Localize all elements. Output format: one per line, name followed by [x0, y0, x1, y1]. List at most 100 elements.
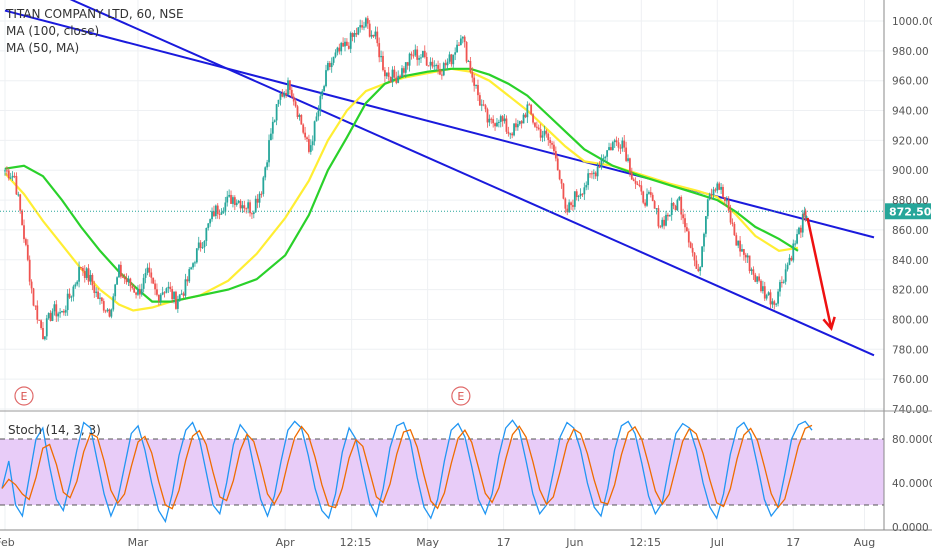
candle-body: [568, 202, 571, 213]
candle-body: [450, 54, 453, 65]
candle-body: [425, 56, 428, 66]
candle-body: [357, 27, 360, 35]
candle-body: [311, 141, 314, 146]
candle-body: [51, 311, 54, 321]
candle-body: [336, 47, 339, 53]
candle-body: [480, 104, 483, 106]
candle-body: [406, 62, 409, 66]
candle-body: [275, 104, 278, 121]
candle-body: [108, 309, 111, 317]
candle-body: [285, 92, 288, 95]
candle-body: [137, 288, 139, 295]
candle-body: [579, 193, 582, 197]
candle-body: [81, 267, 84, 271]
channel-line: [4, 9, 875, 239]
forecast-arrow-head: [822, 316, 836, 331]
candle-body: [602, 158, 605, 160]
candle-body: [802, 214, 805, 216]
candle-body: [142, 277, 145, 289]
candle-body: [85, 268, 88, 278]
candle-body: [583, 187, 586, 195]
candle-body: [617, 142, 620, 148]
candle-body: [9, 177, 12, 179]
candle-body: [463, 36, 466, 43]
candle-body: [798, 227, 800, 235]
candle-body: [304, 132, 307, 138]
candle-body: [156, 289, 158, 295]
candle-body: [332, 56, 335, 63]
candle-body: [642, 191, 645, 203]
candle-body: [121, 276, 124, 278]
candle-body: [97, 291, 99, 299]
candle-body: [742, 249, 745, 255]
legend: TITAN COMPANY LTD, 60, NSE MA (100, clos…: [6, 6, 184, 57]
candle-body: [93, 285, 96, 293]
earnings-marker: [14, 386, 34, 406]
candle-body: [727, 200, 730, 211]
candle-body: [801, 214, 804, 233]
stoch-tick-label: 40.0000: [892, 478, 932, 490]
candle-body: [328, 62, 331, 68]
candle-body: [258, 193, 261, 203]
candle-body: [473, 77, 476, 86]
candle-body: [621, 140, 624, 149]
candle-body: [66, 293, 69, 311]
candle-body: [539, 129, 542, 138]
candle-body: [549, 139, 552, 143]
candle-body: [197, 242, 200, 249]
candle-body: [308, 139, 310, 152]
candle-body: [351, 33, 354, 37]
candle-body: [387, 72, 390, 77]
candle-body: [566, 208, 569, 213]
candle-body: [391, 69, 394, 83]
candle-body: [361, 25, 363, 28]
candle-body: [383, 70, 386, 77]
candle-body: [693, 252, 696, 261]
candle-body: [70, 296, 73, 298]
candle-body: [323, 86, 326, 92]
candle-body: [796, 234, 798, 244]
price-tick-label: 980.00: [892, 46, 929, 58]
price-tick-label: 840.00: [892, 255, 929, 267]
candle-body: [773, 301, 776, 305]
candle-body: [251, 213, 253, 215]
price-tick-label: 820.00: [892, 285, 929, 297]
candle-body: [678, 196, 681, 200]
time-tick-label: Feb: [0, 536, 15, 549]
candle-body: [116, 277, 118, 285]
candle-body: [433, 65, 436, 67]
candle-body: [247, 202, 250, 209]
stoch-d-line: [1, 424, 813, 510]
candle-body: [397, 75, 400, 83]
ma100-line: [4, 67, 799, 303]
candle-body: [440, 74, 443, 76]
candle-body: [598, 166, 601, 168]
annotations: 872.50 E E: [0, 203, 932, 406]
candle-body: [364, 18, 367, 27]
candle-body: [19, 194, 22, 211]
candle-body: [313, 121, 316, 142]
price-tick-label: 760.00: [892, 374, 929, 386]
candle-body: [429, 61, 432, 66]
candle-body: [232, 197, 234, 204]
candle-body: [452, 54, 455, 65]
candle-body: [165, 288, 168, 293]
candle-body: [309, 145, 312, 152]
candle-body: [416, 49, 419, 60]
candle-body: [368, 23, 371, 37]
candle-body: [604, 156, 607, 159]
candle-body: [184, 279, 187, 296]
candle-body: [741, 249, 743, 252]
candle-body: [203, 241, 206, 248]
candle-body: [720, 186, 722, 190]
candle-body: [127, 278, 130, 283]
price-tick-label: 880.00: [892, 195, 929, 207]
ma100-legend: MA (100, close): [6, 24, 100, 38]
channel-lines: [4, 0, 875, 357]
candle-body: [471, 72, 474, 78]
candle-body: [490, 118, 493, 120]
candle-body: [182, 293, 185, 296]
candle-body: [503, 118, 506, 122]
